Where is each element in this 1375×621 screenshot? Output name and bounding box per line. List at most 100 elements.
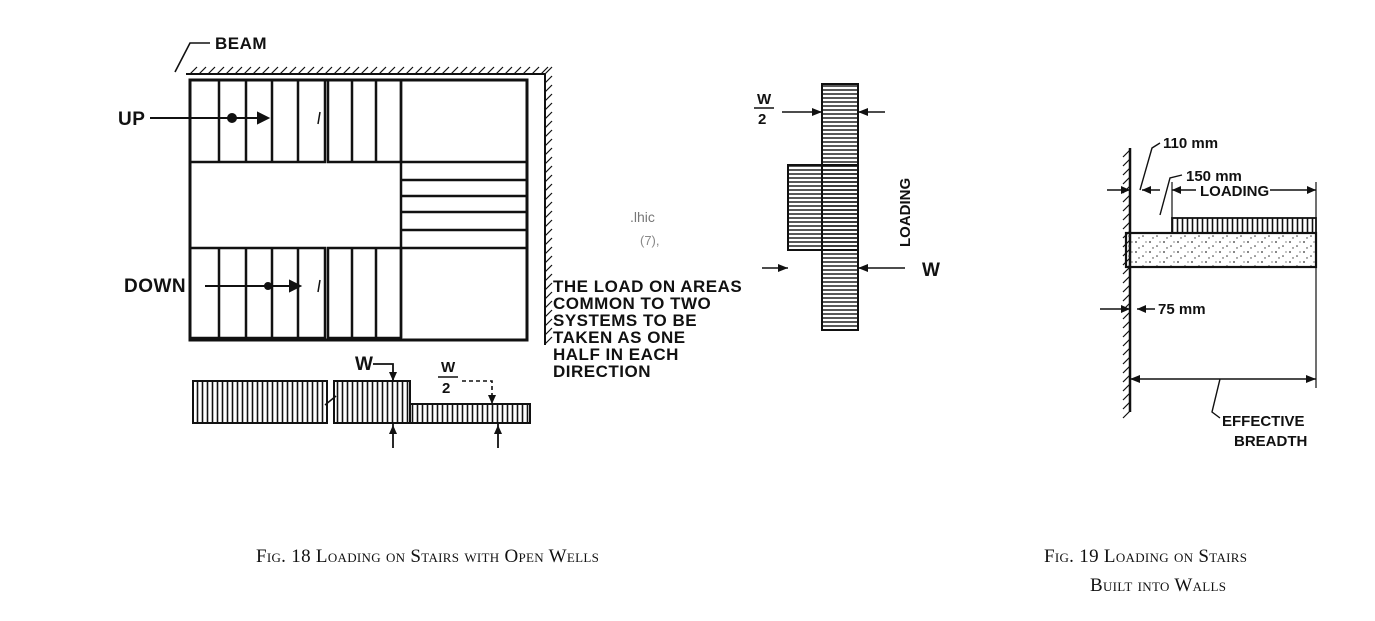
hatch-tick: [333, 66, 342, 75]
vertical-w-label: W: [922, 260, 940, 281]
slab-loading-strip: [1171, 217, 1317, 234]
hatch-tick: [544, 111, 553, 120]
beam-label: BEAM: [215, 34, 267, 53]
figure-19-caption-line-1: Fig. 19 Loading on Stairs: [1044, 546, 1247, 568]
hatch-tick: [405, 66, 414, 75]
hatch-tick: [1122, 176, 1131, 185]
hatch-tick: [544, 264, 553, 273]
hatch-tick: [1122, 275, 1131, 284]
upper-flight: [188, 78, 403, 164]
hatch-tick: [396, 66, 405, 75]
hatch-tick: [468, 66, 477, 75]
hatch-tick: [270, 66, 279, 75]
hatch-tick: [369, 66, 378, 75]
hatch-tick: [544, 318, 553, 327]
down-arrow: [205, 279, 321, 293]
hatch-tick: [544, 156, 553, 165]
hatch-tick: [387, 66, 396, 75]
dim-110-label: 110 mm: [1163, 135, 1218, 152]
up-arrow: [150, 111, 321, 125]
support-arrow-1: [389, 425, 397, 434]
hatch-tick: [544, 255, 553, 264]
hatch-tick: [279, 66, 288, 75]
hatch-tick: [288, 66, 297, 75]
load-half-arrow: [462, 380, 493, 404]
hatch-tick: [544, 138, 553, 147]
hatch-tick: [544, 336, 553, 345]
vertical-loading-label: LOADING: [897, 178, 914, 247]
figure-18-horizontal-loading: W W 2: [192, 354, 531, 448]
hatch-tick: [486, 66, 495, 75]
hatch-tick: [1122, 149, 1131, 158]
hatch-tick: [544, 309, 553, 318]
hatch-tick: [531, 66, 540, 75]
hatch-tick: [216, 66, 225, 75]
hatch-tick: [1122, 203, 1131, 212]
hatch-tick: [306, 66, 315, 75]
loading-label: LOADING: [1200, 183, 1269, 200]
load-block-half: [409, 403, 531, 424]
hatch-tick: [1122, 356, 1131, 365]
hatch-tick: [189, 66, 198, 75]
hatch-tick: [544, 291, 553, 300]
hatch-tick: [544, 237, 553, 246]
dim-150-leader: [1159, 174, 1183, 216]
hatch-tick: [414, 66, 423, 75]
wall-hatching: [1122, 149, 1131, 419]
landing-and-side-flight: [399, 80, 527, 338]
hatch-tick: [1122, 266, 1131, 275]
hatch-tick: [544, 327, 553, 336]
hatch-tick: [544, 246, 553, 255]
hatch-tick: [378, 66, 387, 75]
figure-18-plan: BEAM: [118, 34, 660, 345]
hatch-tick: [544, 201, 553, 210]
lower-flight: [188, 246, 403, 340]
figure-18-caption-text: Fig. 18 Loading on Stairs with Open Well…: [256, 546, 600, 567]
gap-mark: [324, 395, 337, 406]
vertical-load-wide: [787, 164, 859, 251]
dim-75-label: 75 mm: [1158, 301, 1206, 318]
figure-19-caption-text-1: Fig. 19 Loading on Stairs: [1044, 546, 1248, 567]
hatch-tick: [1122, 383, 1131, 392]
hatch-tick: [544, 165, 553, 174]
hatch-tick: [495, 66, 504, 75]
figure-19-caption-line-2: Built into Walls: [1090, 575, 1226, 597]
hatch-tick: [432, 66, 441, 75]
note-line-3: SYSTEMS TO BE: [553, 311, 697, 330]
hatch-tick: [544, 84, 553, 93]
hatch-tick: [1122, 167, 1131, 176]
right-wall-ticks: [544, 66, 553, 345]
hatch-tick: [1122, 347, 1131, 356]
note-line-5: HALF IN EACH: [553, 345, 679, 364]
hatch-tick: [441, 66, 450, 75]
hatch-tick: [225, 66, 234, 75]
hatch-tick: [544, 174, 553, 183]
hatch-tick: [544, 210, 553, 219]
hatch-tick: [1122, 329, 1131, 338]
hatch-tick: [198, 66, 207, 75]
hatch-tick: [243, 66, 252, 75]
load-block-1: [192, 380, 328, 424]
support-arrow-2: [494, 425, 502, 434]
hatch-tick: [252, 66, 261, 75]
top-wall-ticks: [189, 66, 549, 75]
figure-18-caption: Fig. 18 Loading on Stairs with Open Well…: [256, 546, 599, 568]
hatch-tick: [1122, 365, 1131, 374]
hatch-tick: [351, 66, 360, 75]
vertical-half-den: 2: [758, 111, 767, 128]
load-w-label: W: [355, 354, 373, 375]
hatch-tick: [544, 75, 553, 84]
hatch-tick: [544, 147, 553, 156]
hatch-tick: [540, 66, 549, 75]
dim-150-label: 150 mm: [1186, 168, 1242, 185]
hatch-tick: [544, 183, 553, 192]
hatch-tick: [1122, 311, 1131, 320]
hatch-tick: [1122, 284, 1131, 293]
note-line-2: COMMON TO TWO: [553, 294, 711, 313]
figure-18-vertical-loading: W 2 LOADING W: [754, 83, 940, 331]
hatch-tick: [1122, 221, 1131, 230]
figure-19-caption-text-2: Built into Walls: [1090, 575, 1227, 596]
load-half-den: 2: [442, 380, 451, 397]
beam-leader: [174, 42, 210, 73]
